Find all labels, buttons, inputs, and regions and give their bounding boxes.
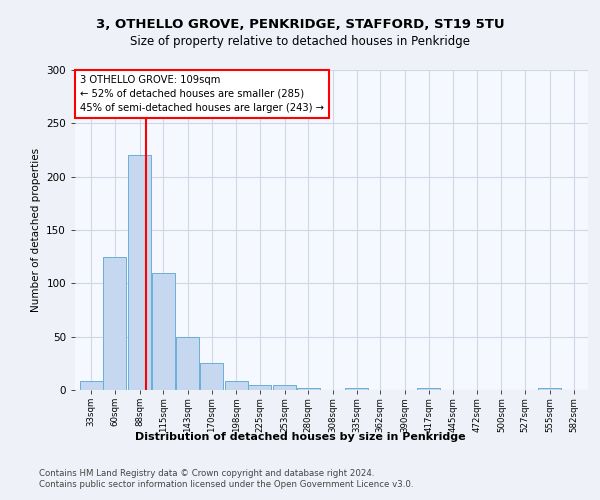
Bar <box>152 272 175 390</box>
Text: 3, OTHELLO GROVE, PENKRIDGE, STAFFORD, ST19 5TU: 3, OTHELLO GROVE, PENKRIDGE, STAFFORD, S… <box>95 18 505 30</box>
Text: Size of property relative to detached houses in Penkridge: Size of property relative to detached ho… <box>130 35 470 48</box>
Bar <box>538 388 561 390</box>
Bar <box>224 382 248 390</box>
Bar <box>128 156 151 390</box>
Bar <box>80 382 103 390</box>
Text: Contains public sector information licensed under the Open Government Licence v3: Contains public sector information licen… <box>39 480 413 489</box>
Bar <box>103 256 127 390</box>
Bar <box>417 388 440 390</box>
Bar <box>297 388 320 390</box>
Bar <box>345 388 368 390</box>
Text: Contains HM Land Registry data © Crown copyright and database right 2024.: Contains HM Land Registry data © Crown c… <box>39 469 374 478</box>
Bar <box>248 384 271 390</box>
Text: Distribution of detached houses by size in Penkridge: Distribution of detached houses by size … <box>134 432 466 442</box>
Bar <box>176 336 199 390</box>
Bar <box>273 384 296 390</box>
Bar <box>200 364 223 390</box>
Y-axis label: Number of detached properties: Number of detached properties <box>31 148 41 312</box>
Text: 3 OTHELLO GROVE: 109sqm
← 52% of detached houses are smaller (285)
45% of semi-d: 3 OTHELLO GROVE: 109sqm ← 52% of detache… <box>80 75 324 113</box>
